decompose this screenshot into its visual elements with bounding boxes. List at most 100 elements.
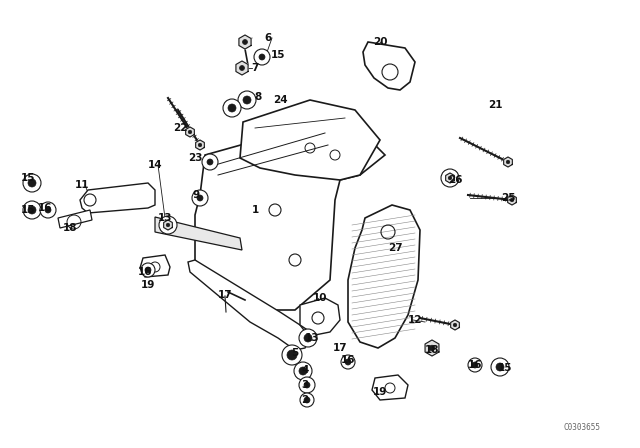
Circle shape bbox=[472, 362, 478, 368]
Circle shape bbox=[164, 221, 172, 229]
Text: 16: 16 bbox=[38, 203, 52, 213]
Text: 27: 27 bbox=[388, 243, 403, 253]
Text: 3: 3 bbox=[301, 380, 308, 390]
Circle shape bbox=[446, 174, 454, 182]
Circle shape bbox=[40, 202, 56, 218]
Circle shape bbox=[28, 179, 36, 187]
Circle shape bbox=[453, 323, 457, 327]
Circle shape bbox=[141, 263, 155, 277]
Circle shape bbox=[300, 393, 314, 407]
Circle shape bbox=[192, 190, 208, 206]
Text: 15: 15 bbox=[498, 363, 512, 373]
Circle shape bbox=[198, 143, 202, 147]
Circle shape bbox=[202, 154, 218, 170]
Text: 19: 19 bbox=[141, 280, 155, 290]
Polygon shape bbox=[451, 320, 460, 330]
Polygon shape bbox=[504, 157, 513, 167]
Text: 13: 13 bbox=[157, 213, 172, 223]
Polygon shape bbox=[300, 298, 340, 335]
Circle shape bbox=[228, 104, 236, 112]
Text: 4: 4 bbox=[301, 365, 308, 375]
Polygon shape bbox=[164, 220, 172, 230]
Circle shape bbox=[243, 39, 248, 44]
Polygon shape bbox=[363, 42, 415, 90]
Polygon shape bbox=[240, 100, 380, 180]
Text: 9: 9 bbox=[193, 190, 200, 200]
Circle shape bbox=[282, 345, 302, 365]
Text: 20: 20 bbox=[372, 37, 387, 47]
Circle shape bbox=[299, 367, 307, 375]
Polygon shape bbox=[508, 195, 516, 205]
Circle shape bbox=[188, 130, 192, 134]
Circle shape bbox=[491, 358, 509, 376]
Circle shape bbox=[304, 397, 310, 403]
Polygon shape bbox=[196, 140, 204, 150]
Circle shape bbox=[429, 345, 435, 351]
Polygon shape bbox=[236, 61, 248, 75]
Polygon shape bbox=[58, 210, 92, 228]
Text: 25: 25 bbox=[500, 193, 515, 203]
Circle shape bbox=[496, 363, 504, 371]
Text: 22: 22 bbox=[173, 123, 188, 133]
Text: 12: 12 bbox=[408, 315, 422, 325]
Circle shape bbox=[304, 334, 312, 342]
Circle shape bbox=[207, 159, 213, 165]
Text: 18: 18 bbox=[425, 345, 439, 355]
Text: 8: 8 bbox=[254, 92, 262, 102]
Text: 15: 15 bbox=[271, 50, 285, 60]
Text: 16: 16 bbox=[340, 355, 355, 365]
Circle shape bbox=[259, 54, 265, 60]
Circle shape bbox=[23, 174, 41, 192]
Circle shape bbox=[254, 49, 270, 65]
Text: 14: 14 bbox=[148, 160, 163, 170]
Polygon shape bbox=[155, 217, 242, 250]
Text: 15: 15 bbox=[20, 205, 35, 215]
Text: 18: 18 bbox=[63, 223, 77, 233]
Circle shape bbox=[243, 96, 251, 104]
Circle shape bbox=[145, 267, 151, 273]
Text: 21: 21 bbox=[488, 100, 502, 110]
Circle shape bbox=[510, 198, 514, 202]
Polygon shape bbox=[140, 255, 170, 277]
Circle shape bbox=[28, 206, 36, 214]
Text: 11: 11 bbox=[75, 180, 89, 190]
Polygon shape bbox=[188, 260, 310, 350]
Text: 19: 19 bbox=[373, 387, 387, 397]
Polygon shape bbox=[372, 375, 408, 400]
Text: 5: 5 bbox=[291, 348, 299, 358]
Polygon shape bbox=[348, 205, 420, 348]
Circle shape bbox=[441, 169, 459, 187]
Circle shape bbox=[223, 99, 241, 117]
Circle shape bbox=[197, 195, 203, 201]
Polygon shape bbox=[239, 35, 251, 49]
Circle shape bbox=[345, 359, 351, 365]
Polygon shape bbox=[80, 183, 155, 213]
Text: 2: 2 bbox=[301, 395, 308, 405]
Circle shape bbox=[287, 350, 297, 360]
Circle shape bbox=[299, 329, 317, 347]
Circle shape bbox=[239, 65, 244, 70]
Circle shape bbox=[159, 216, 177, 234]
Text: 24: 24 bbox=[273, 95, 287, 105]
Text: 17: 17 bbox=[218, 290, 232, 300]
Circle shape bbox=[45, 207, 51, 213]
Circle shape bbox=[468, 358, 482, 372]
Text: C0303655: C0303655 bbox=[563, 423, 600, 432]
Polygon shape bbox=[186, 127, 195, 137]
Circle shape bbox=[448, 176, 452, 180]
Text: 13: 13 bbox=[305, 333, 319, 343]
Circle shape bbox=[304, 382, 310, 388]
Circle shape bbox=[23, 201, 41, 219]
Circle shape bbox=[506, 160, 509, 164]
Text: 10: 10 bbox=[313, 293, 327, 303]
Text: 17: 17 bbox=[333, 343, 348, 353]
Polygon shape bbox=[195, 120, 385, 310]
Circle shape bbox=[238, 91, 256, 109]
Polygon shape bbox=[445, 173, 454, 183]
Circle shape bbox=[166, 223, 170, 227]
Text: 7: 7 bbox=[252, 63, 259, 73]
Circle shape bbox=[294, 362, 312, 380]
Text: 16: 16 bbox=[138, 267, 152, 277]
Polygon shape bbox=[425, 340, 439, 356]
Text: 1: 1 bbox=[252, 205, 259, 215]
